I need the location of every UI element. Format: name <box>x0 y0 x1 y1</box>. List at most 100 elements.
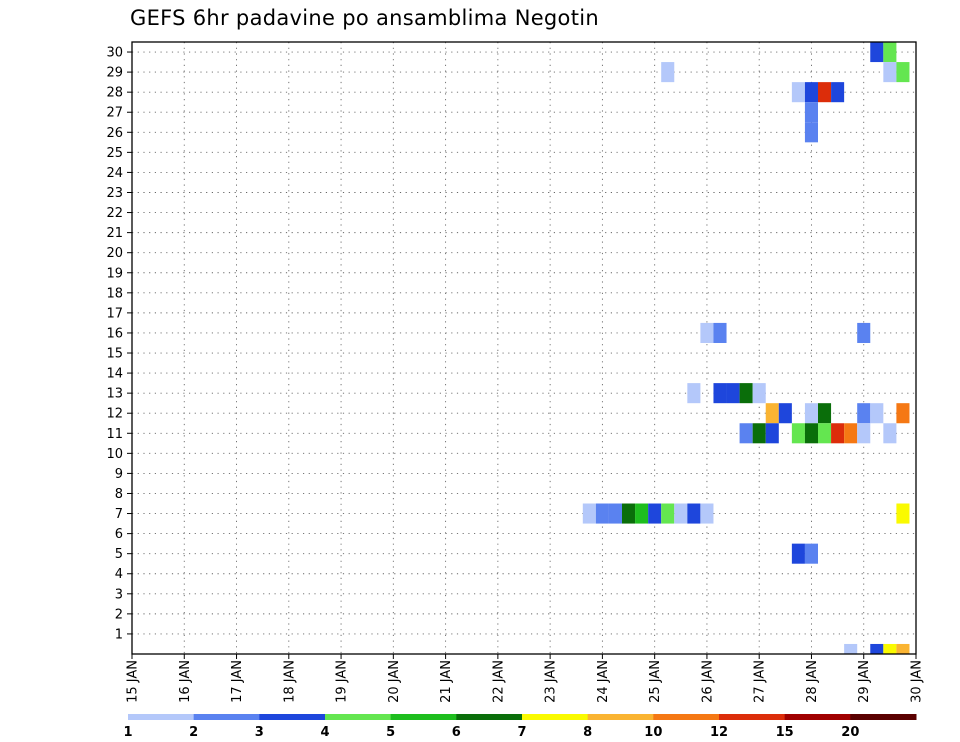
precip-cell <box>687 383 701 404</box>
precip-cell <box>595 503 609 524</box>
precip-cell <box>804 423 818 444</box>
legend-label: 15 <box>776 725 794 740</box>
legend-label: 3 <box>255 725 264 740</box>
y-tick-label: 22 <box>106 206 123 221</box>
y-tick-label: 23 <box>106 186 123 201</box>
y-tick-label: 1 <box>115 627 123 642</box>
precip-cell <box>870 403 884 424</box>
legend-swatch <box>259 714 326 720</box>
precip-cell <box>870 42 884 63</box>
y-tick-label: 30 <box>106 46 123 61</box>
legend-swatch <box>587 714 654 720</box>
precip-cell <box>635 503 649 524</box>
x-tick-label: 21 JAN <box>439 660 454 703</box>
legend-swatch <box>653 714 720 720</box>
legend-swatch <box>784 714 851 720</box>
legend-label: 6 <box>452 725 461 740</box>
precip-cell <box>883 62 897 83</box>
precip-cell <box>582 503 596 524</box>
y-tick-label: 19 <box>106 266 123 281</box>
x-tick-label: 27 JAN <box>753 660 768 703</box>
legend-label: 8 <box>583 725 592 740</box>
y-tick-label: 18 <box>106 286 123 301</box>
precip-cell <box>726 383 740 404</box>
legend-swatch <box>719 714 786 720</box>
precip-cell <box>818 403 832 424</box>
precip-cell <box>804 102 818 123</box>
y-tick-label: 9 <box>115 467 123 482</box>
legend-label: 1 <box>123 725 132 740</box>
precip-cell <box>896 62 910 83</box>
precip-cell <box>857 403 871 424</box>
precip-cell <box>752 383 766 404</box>
axis-layer: 1234567891011121314151617181920212223242… <box>106 46 924 703</box>
precip-cell <box>896 403 910 424</box>
precip-cell <box>857 322 871 343</box>
y-tick-label: 29 <box>106 66 123 81</box>
precip-cell <box>739 423 753 444</box>
precip-cell <box>791 82 805 103</box>
precip-cell <box>804 543 818 564</box>
precip-cell <box>896 643 910 654</box>
legend-label: 7 <box>517 725 526 740</box>
x-tick-label: 23 JAN <box>544 660 559 703</box>
x-tick-label: 16 JAN <box>178 660 193 703</box>
precip-cell <box>700 322 714 343</box>
precip-cell <box>713 383 727 404</box>
y-tick-label: 7 <box>115 507 123 522</box>
precip-cell <box>883 423 897 444</box>
x-tick-label: 29 JAN <box>857 660 872 703</box>
x-tick-label: 25 JAN <box>648 660 663 703</box>
precip-cell <box>648 503 662 524</box>
legend-label: 2 <box>189 725 198 740</box>
x-tick-label: 19 JAN <box>335 660 350 703</box>
y-tick-label: 13 <box>106 387 123 402</box>
y-tick-label: 12 <box>106 407 123 422</box>
y-tick-label: 27 <box>106 106 123 121</box>
y-tick-label: 10 <box>106 447 123 462</box>
y-tick-label: 21 <box>106 226 123 241</box>
precip-cell <box>883 42 897 63</box>
legend-swatch <box>325 714 392 720</box>
plot-frame <box>131 41 917 655</box>
precip-cell <box>713 322 727 343</box>
y-tick-label: 20 <box>106 246 123 261</box>
precip-cell <box>831 423 845 444</box>
chart-title: GEFS 6hr padavine po ansamblima Negotin <box>130 6 599 30</box>
y-tick-label: 16 <box>106 326 123 341</box>
y-tick-label: 17 <box>106 306 123 321</box>
precip-cell <box>844 423 858 444</box>
y-tick-label: 24 <box>106 166 123 181</box>
precip-cell <box>687 503 701 524</box>
legend-label: 10 <box>644 725 662 740</box>
precip-cell <box>765 423 779 444</box>
legend-layer: 1 2 3 4 5 6 7 8 10 12 15 20 <box>123 714 917 740</box>
legend-label: 4 <box>320 725 329 740</box>
y-tick-label: 3 <box>115 587 123 602</box>
legend-swatch <box>850 714 917 720</box>
precip-cell <box>765 403 779 424</box>
legend-swatch <box>128 714 195 720</box>
precip-cell <box>818 423 832 444</box>
precip-cell <box>791 543 805 564</box>
y-tick-label: 4 <box>115 567 123 582</box>
precip-cell <box>608 503 622 524</box>
y-tick-label: 8 <box>115 487 123 502</box>
x-tick-label: 30 JAN <box>910 660 925 703</box>
y-tick-label: 28 <box>106 86 123 101</box>
x-tick-label: 24 JAN <box>596 660 611 703</box>
precip-cell <box>804 403 818 424</box>
precip-cell <box>883 643 897 654</box>
precip-cell <box>896 503 910 524</box>
precip-cell <box>804 122 818 143</box>
precip-cell <box>844 643 858 654</box>
x-tick-label: 17 JAN <box>230 660 245 703</box>
precip-cell <box>857 423 871 444</box>
precip-cell <box>752 423 766 444</box>
precip-cell <box>791 423 805 444</box>
precip-cell <box>818 82 832 103</box>
y-tick-label: 25 <box>106 146 123 161</box>
precip-cell <box>674 503 688 524</box>
x-tick-label: 18 JAN <box>282 660 297 703</box>
